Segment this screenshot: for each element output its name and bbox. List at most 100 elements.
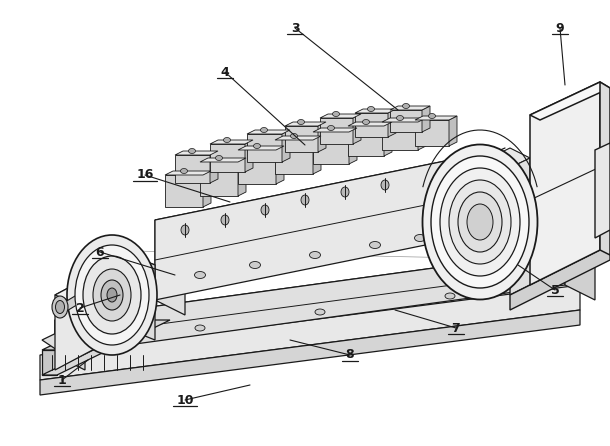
- Polygon shape: [40, 285, 580, 380]
- Ellipse shape: [52, 296, 68, 318]
- Polygon shape: [42, 320, 170, 375]
- Ellipse shape: [396, 116, 403, 120]
- Ellipse shape: [181, 169, 187, 173]
- Polygon shape: [422, 106, 430, 132]
- Polygon shape: [510, 245, 610, 310]
- Polygon shape: [165, 171, 211, 175]
- Ellipse shape: [403, 103, 409, 108]
- Ellipse shape: [261, 205, 269, 215]
- Ellipse shape: [298, 120, 304, 124]
- Polygon shape: [165, 175, 203, 207]
- Ellipse shape: [362, 120, 370, 124]
- Polygon shape: [498, 248, 518, 290]
- Polygon shape: [245, 140, 253, 172]
- Ellipse shape: [93, 269, 131, 321]
- Polygon shape: [55, 255, 155, 305]
- Polygon shape: [155, 160, 450, 300]
- Polygon shape: [349, 128, 357, 164]
- Ellipse shape: [440, 168, 520, 276]
- Polygon shape: [238, 150, 276, 184]
- Ellipse shape: [315, 309, 325, 315]
- Text: 16: 16: [136, 169, 154, 182]
- Polygon shape: [595, 143, 610, 238]
- Polygon shape: [40, 310, 580, 395]
- Polygon shape: [530, 82, 600, 285]
- Polygon shape: [285, 126, 318, 152]
- Ellipse shape: [215, 156, 223, 161]
- Polygon shape: [55, 255, 130, 370]
- Polygon shape: [42, 285, 170, 350]
- Ellipse shape: [309, 252, 320, 259]
- Text: 9: 9: [556, 21, 564, 34]
- Polygon shape: [200, 158, 246, 162]
- Ellipse shape: [56, 301, 65, 314]
- Polygon shape: [382, 118, 426, 122]
- Polygon shape: [348, 122, 392, 126]
- Polygon shape: [320, 114, 361, 118]
- Ellipse shape: [195, 325, 205, 331]
- Polygon shape: [210, 151, 218, 183]
- Polygon shape: [475, 158, 530, 270]
- Polygon shape: [42, 295, 170, 350]
- Text: 1: 1: [57, 373, 66, 387]
- Polygon shape: [282, 130, 290, 162]
- Ellipse shape: [249, 261, 260, 268]
- Ellipse shape: [301, 195, 309, 205]
- Polygon shape: [388, 109, 396, 137]
- Polygon shape: [384, 122, 392, 156]
- Polygon shape: [320, 118, 353, 144]
- Polygon shape: [449, 116, 457, 146]
- Ellipse shape: [195, 272, 206, 278]
- Ellipse shape: [428, 113, 436, 119]
- Polygon shape: [355, 109, 396, 113]
- Polygon shape: [238, 146, 284, 150]
- Text: 8: 8: [346, 348, 354, 362]
- Text: 7: 7: [451, 322, 461, 334]
- Polygon shape: [353, 114, 361, 144]
- Ellipse shape: [467, 204, 493, 240]
- Polygon shape: [313, 136, 321, 174]
- Ellipse shape: [67, 235, 157, 355]
- Polygon shape: [175, 151, 218, 155]
- Polygon shape: [510, 222, 610, 295]
- Polygon shape: [455, 148, 530, 185]
- Ellipse shape: [188, 149, 195, 153]
- Polygon shape: [565, 250, 595, 300]
- Ellipse shape: [254, 144, 260, 149]
- Polygon shape: [275, 140, 313, 174]
- Ellipse shape: [502, 271, 514, 279]
- Polygon shape: [276, 146, 284, 184]
- Polygon shape: [415, 120, 449, 146]
- Polygon shape: [175, 155, 210, 183]
- Polygon shape: [155, 220, 185, 315]
- Polygon shape: [247, 134, 282, 162]
- Polygon shape: [318, 122, 326, 152]
- Polygon shape: [530, 82, 610, 120]
- Polygon shape: [210, 140, 253, 144]
- Ellipse shape: [445, 293, 455, 299]
- Polygon shape: [60, 290, 85, 315]
- Ellipse shape: [328, 125, 334, 131]
- Ellipse shape: [370, 241, 381, 248]
- Polygon shape: [450, 160, 480, 255]
- Polygon shape: [415, 116, 457, 120]
- Ellipse shape: [223, 137, 231, 143]
- Polygon shape: [390, 110, 422, 132]
- Ellipse shape: [525, 283, 535, 289]
- Ellipse shape: [367, 107, 375, 112]
- Polygon shape: [498, 248, 525, 262]
- Polygon shape: [313, 132, 349, 164]
- Polygon shape: [247, 130, 290, 134]
- Polygon shape: [203, 171, 211, 207]
- Text: 4: 4: [221, 66, 229, 78]
- Ellipse shape: [221, 215, 229, 225]
- Text: 6: 6: [96, 245, 104, 259]
- Ellipse shape: [181, 225, 189, 235]
- Ellipse shape: [415, 235, 426, 241]
- Ellipse shape: [423, 145, 537, 300]
- Polygon shape: [55, 250, 595, 338]
- Polygon shape: [238, 158, 246, 196]
- Polygon shape: [55, 320, 85, 370]
- Text: 2: 2: [76, 301, 84, 314]
- Polygon shape: [600, 82, 610, 255]
